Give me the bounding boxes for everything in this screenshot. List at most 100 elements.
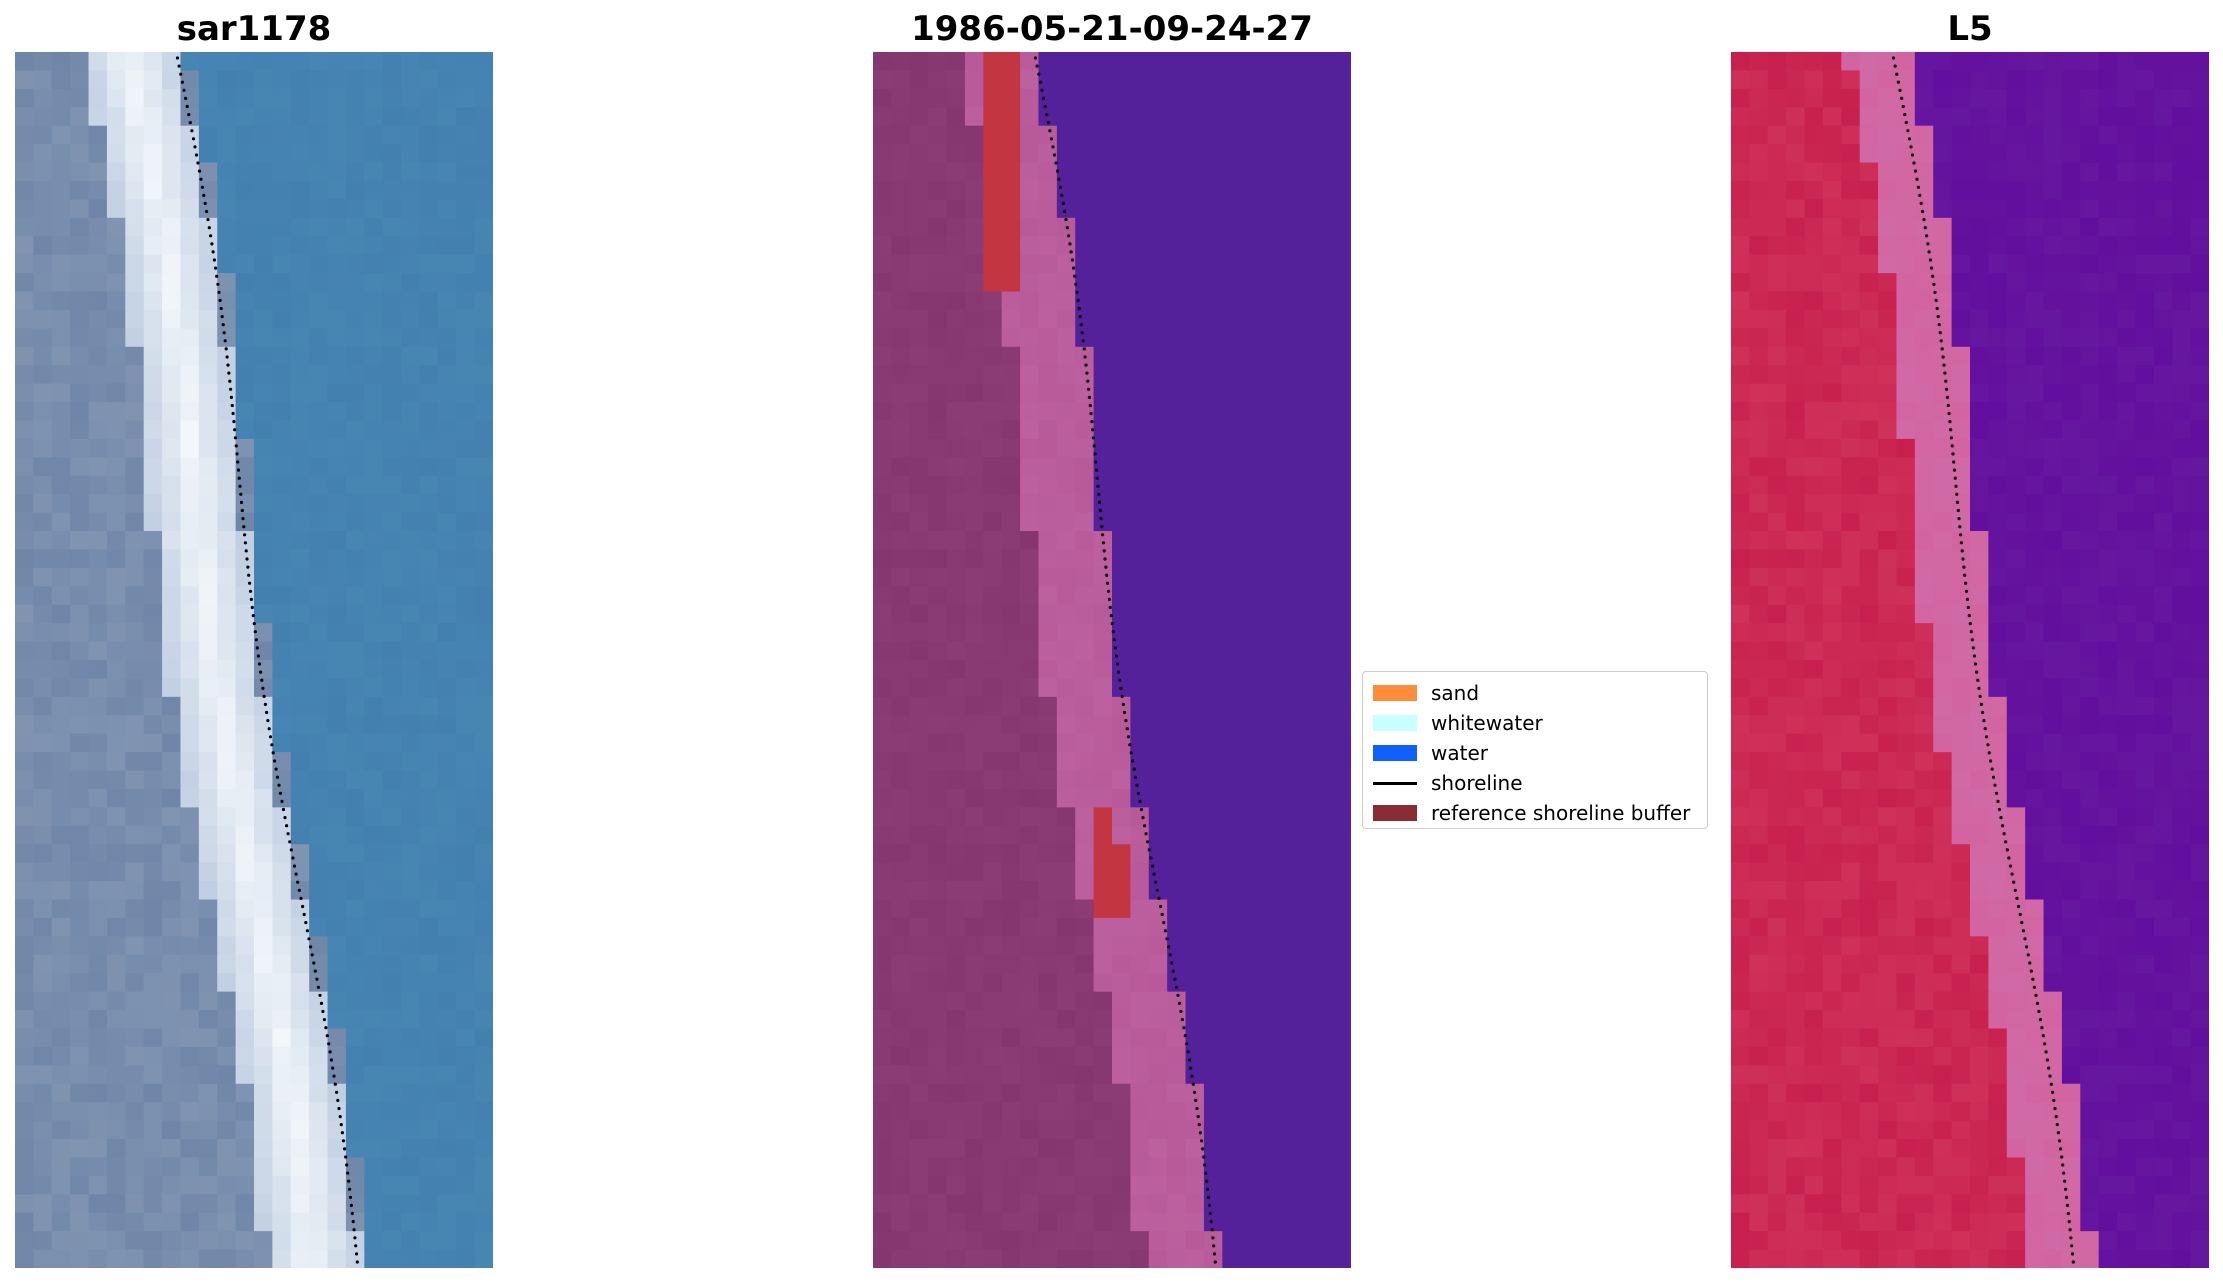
shoreline-point: [2071, 1260, 2075, 1264]
shoreline-point: [1048, 129, 1052, 133]
shoreline-point: [348, 1187, 352, 1191]
shoreline-point: [227, 371, 231, 375]
shoreline-point: [1202, 1155, 1206, 1159]
shoreline-point: [1149, 856, 1153, 860]
shoreline-point: [1106, 589, 1111, 593]
shoreline-point: [337, 1106, 341, 1111]
shoreline-point: [2021, 929, 2025, 933]
legend-label-reference-buffer: reference shoreline buffer: [1431, 801, 1691, 825]
shoreline-point: [1907, 137, 1912, 141]
shoreline-point: [1931, 274, 1935, 278]
legend-swatch-water: [1373, 745, 1417, 761]
shoreline-point: [329, 1058, 333, 1062]
shoreline-point: [1075, 290, 1079, 294]
shoreline-point: [1093, 452, 1097, 456]
shoreline-point: [1063, 209, 1067, 214]
shoreline-point: [2065, 1203, 2069, 1207]
shoreline-point: [327, 1042, 331, 1046]
shoreline-point: [1121, 702, 1125, 707]
shoreline-point: [222, 331, 226, 335]
shoreline-point: [1910, 153, 1915, 157]
shoreline-point: [2068, 1228, 2072, 1232]
shoreline-point: [1099, 517, 1103, 521]
shoreline-point: [193, 145, 197, 149]
shoreline-point: [2048, 1074, 2052, 1078]
shoreline-point: [278, 791, 283, 795]
shoreline-point: [1927, 250, 1931, 254]
shoreline-point: [1923, 226, 1927, 230]
shoreline-point: [1042, 96, 1046, 100]
shoreline-point: [1082, 347, 1086, 351]
shoreline-point: [1054, 161, 1058, 165]
shoreline-point: [1074, 282, 1078, 286]
shoreline-point: [1964, 581, 1968, 585]
shoreline-point: [1108, 605, 1112, 610]
shoreline-point: [353, 1236, 357, 1240]
classified-image: [873, 52, 1351, 1268]
shoreline-point: [1978, 694, 1982, 699]
shoreline-point: [1997, 807, 2002, 812]
shoreline-point: [196, 161, 200, 165]
shoreline-point: [2012, 880, 2016, 884]
shoreline-point: [1975, 670, 1979, 674]
shoreline-point: [1111, 630, 1115, 634]
shoreline-point: [2057, 1139, 2062, 1143]
legend-item-whitewater: whitewater: [1373, 708, 1697, 738]
shoreline-point: [1990, 767, 1994, 771]
shoreline-point: [1195, 1106, 1199, 1111]
shoreline-point: [1986, 743, 1990, 747]
shoreline-point: [1186, 1050, 1190, 1054]
shoreline-point: [1959, 541, 1963, 545]
shoreline-point: [1898, 88, 1902, 92]
shoreline-point: [1912, 161, 1916, 165]
shoreline-point: [1211, 1236, 1215, 1240]
shoreline-point: [2005, 848, 2009, 852]
shoreline-point: [224, 347, 228, 351]
shoreline-point: [2047, 1066, 2051, 1070]
shoreline-point: [2044, 1050, 2048, 1054]
legend-label-water: water: [1431, 741, 1488, 765]
shoreline-point: [1067, 234, 1071, 238]
shoreline-point: [294, 872, 298, 876]
legend-line-shoreline: [1373, 781, 1417, 785]
shoreline-point: [1964, 589, 1969, 593]
shoreline-point: [1052, 153, 1057, 157]
shoreline-point: [1969, 630, 1973, 634]
shoreline-point: [188, 121, 192, 125]
shoreline-point: [1926, 242, 1930, 246]
shoreline-point: [2062, 1171, 2066, 1175]
shoreline-point: [285, 824, 289, 828]
shoreline-point: [249, 597, 253, 602]
shoreline-point: [214, 266, 218, 270]
shoreline-point: [1057, 177, 1061, 181]
shoreline-point: [1144, 832, 1148, 836]
shoreline-point: [250, 605, 254, 610]
shoreline-point: [1909, 145, 1913, 149]
shoreline-point: [221, 323, 225, 327]
shoreline-point: [1101, 533, 1105, 537]
shoreline-point: [1119, 686, 1123, 690]
shoreline-point: [233, 428, 237, 432]
shoreline-point: [322, 1018, 326, 1022]
shoreline-point: [301, 904, 305, 909]
shoreline-point: [217, 290, 221, 294]
shoreline-point: [1960, 549, 1964, 553]
shoreline-point: [243, 541, 247, 545]
shoreline-point: [1203, 1163, 1207, 1167]
shoreline-point: [1046, 121, 1050, 125]
shoreline-point: [350, 1211, 354, 1216]
shoreline-point: [1189, 1066, 1193, 1070]
shoreline-point: [1212, 1244, 1216, 1248]
shoreline-point: [1037, 72, 1041, 76]
shoreline-point: [202, 193, 206, 197]
shoreline-point: [226, 363, 230, 367]
shoreline-point: [2055, 1123, 2059, 1127]
shoreline-point: [1105, 573, 1109, 577]
shoreline-point: [297, 888, 301, 892]
shoreline-point: [283, 816, 287, 820]
shoreline-point: [2002, 832, 2006, 836]
shoreline-point: [232, 420, 236, 424]
shoreline-point: [1080, 331, 1084, 335]
shoreline-point: [1083, 355, 1087, 359]
shoreline-point: [1201, 1147, 1205, 1151]
